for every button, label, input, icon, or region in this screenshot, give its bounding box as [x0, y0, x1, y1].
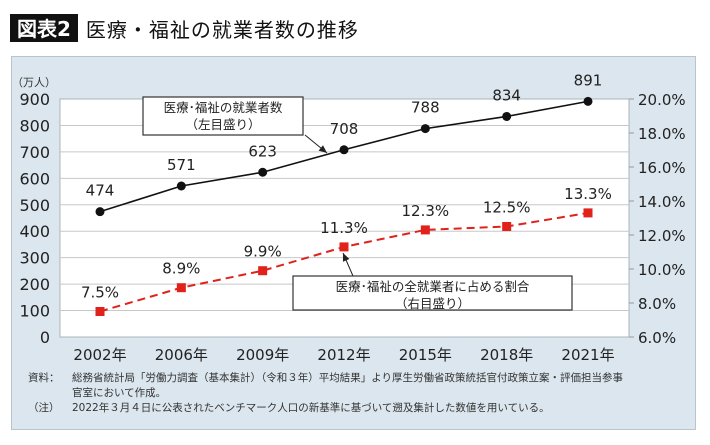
data-label: 8.9% [162, 260, 200, 278]
note-label: 資料： [28, 372, 60, 384]
figure-title-bar: 図表2 医療・福祉の就業者数の推移 [10, 13, 359, 43]
callout-arrowhead [318, 145, 327, 153]
data-point [339, 145, 349, 155]
x-tick-label: 2018年 [480, 346, 533, 364]
data-label: 9.9% [244, 243, 282, 261]
x-tick-label: 2002年 [73, 346, 126, 364]
right-tick-label: 8.0% [638, 295, 676, 313]
callout-box [142, 96, 304, 136]
callout-text: （右目盛り） [395, 296, 470, 311]
left-tick-label: 900 [19, 90, 50, 109]
right-tick-label: 16.0% [638, 159, 686, 177]
note-row: （注） 2022年３月４日に公表されたベンチマーク人口の新基準に基づいて遡及集計… [28, 401, 623, 416]
right-tick-label: 10.0% [638, 261, 686, 279]
callout-arrowhead [342, 253, 350, 262]
data-label: 12.5% [483, 199, 531, 217]
data-point [95, 307, 105, 316]
right-axis-ticks: 6.0% 8.0% 10.0% 12.0% 14.0% 16.0% 18.0% 20.0% [629, 91, 686, 347]
data-label: 788 [411, 99, 440, 117]
right-tick-label: 20.0% [638, 91, 686, 109]
data-point [95, 207, 105, 217]
note-row: 官室において作成。 [28, 386, 623, 401]
right-tick-label: 14.0% [638, 193, 686, 211]
left-tick-label: 700 [19, 143, 50, 162]
callout-text: 医療･福祉の全就業者に占める割合 [336, 279, 530, 294]
data-label: 834 [492, 86, 521, 104]
left-tick-label: 0 [40, 328, 50, 347]
right-tick-label: 12.0% [638, 227, 686, 245]
left-tick-label: 400 [19, 222, 50, 241]
left-axis-ticks: 0 100 200 300 400 500 600 700 800 900 [19, 90, 50, 347]
figure-title: 医療・福祉の就業者数の推移 [85, 17, 359, 42]
left-tick-label: 800 [19, 116, 50, 135]
note-text: 総務省統計局「労働力調査（基本集計）（令和３年）平均結果」より厚生労働省政策統括… [72, 372, 624, 384]
data-label: 571 [167, 156, 196, 174]
left-tick-label: 100 [19, 302, 50, 321]
data-point [502, 222, 512, 231]
x-tick-label: 2009年 [236, 346, 289, 364]
note-text: 官室において作成。 [72, 387, 167, 399]
data-label: 708 [330, 120, 359, 138]
x-tick-label: 2021年 [561, 346, 614, 364]
note-label: （注） [28, 402, 60, 414]
x-tick-label: 2015年 [399, 346, 452, 364]
left-tick-label: 300 [19, 249, 50, 268]
data-label: 623 [248, 142, 277, 160]
data-label: 11.3% [320, 219, 368, 237]
note-label [28, 386, 72, 401]
data-point [420, 225, 430, 235]
data-label: 891 [574, 71, 603, 89]
data-point [583, 96, 593, 106]
x-axis-ticks: 2002年 2006年 2009年 2012年 2015年 2018年 2021年 [73, 346, 614, 364]
callout-text: （左目盛り） [185, 117, 260, 132]
left-tick-label: 500 [19, 196, 50, 215]
callout-text: 医療･福祉の就業者数 [164, 100, 283, 115]
x-tick-label: 2006年 [155, 346, 208, 364]
figure-badge: 図表2 [10, 14, 78, 42]
right-tick-label: 6.0% [638, 329, 676, 347]
data-label: 13.3% [564, 185, 612, 203]
note-row: 資料： 総務省統計局「労働力調査（基本集計）（令和３年）平均結果」より厚生労働省… [28, 371, 623, 386]
data-label: 474 [86, 182, 115, 200]
data-point [339, 242, 349, 252]
data-point [583, 208, 593, 218]
left-axis-unit-label: （万人） [12, 76, 56, 89]
left-tick-label: 200 [19, 275, 50, 294]
data-point [176, 181, 186, 191]
series-group: 474 571 623 708 788 834 891 7.5% 8.9% 9.9% 11.3% 12… [81, 71, 612, 316]
data-label: 7.5% [81, 284, 119, 302]
data-point [420, 124, 430, 134]
x-tick-label: 2012年 [317, 346, 370, 364]
data-point [176, 283, 186, 293]
data-point [258, 167, 268, 177]
callout-box [292, 275, 573, 311]
data-point [258, 266, 268, 276]
callouts: 医療･福祉の就業者数 （左目盛り） 医療･福祉の全就業者に占める割合 （右目盛り） [142, 96, 573, 311]
data-point [502, 111, 512, 121]
left-tick-label: 600 [19, 169, 50, 188]
note-text: 2022年３月４日に公表されたベンチマーク人口の新基準に基づいて遡及集計した数値… [72, 402, 550, 414]
right-tick-label: 18.0% [638, 125, 686, 143]
source-notes: 資料： 総務省統計局「労働力調査（基本集計）（令和３年）平均結果」より厚生労働省… [28, 371, 623, 416]
data-label: 12.3% [402, 202, 450, 220]
